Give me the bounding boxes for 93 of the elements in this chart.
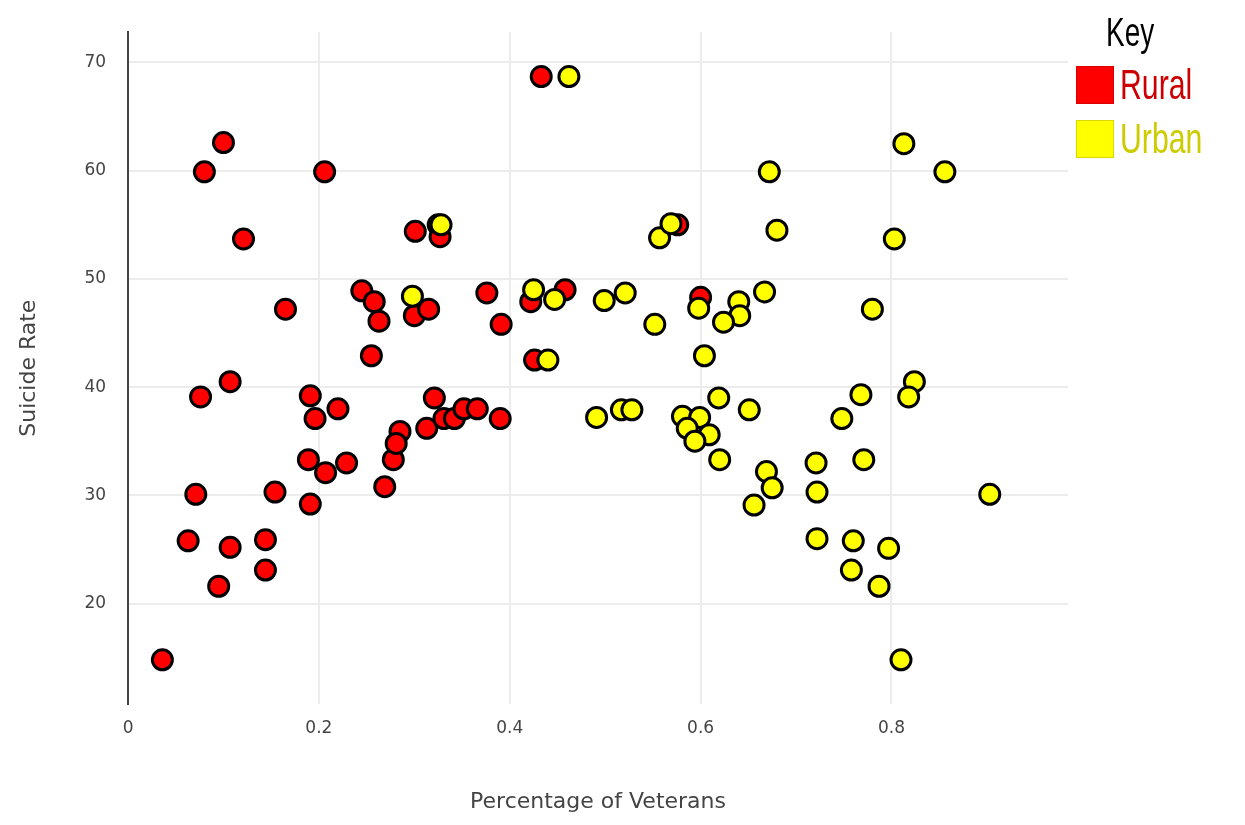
point (373, 475, 397, 499)
point (852, 448, 876, 472)
point (760, 476, 784, 500)
point (757, 160, 781, 184)
point (298, 384, 322, 408)
point (712, 310, 735, 334)
point (415, 416, 439, 440)
point (253, 528, 277, 552)
y-tick-label: 60 (84, 159, 107, 180)
y-tick-label: 40 (84, 375, 107, 396)
point (192, 160, 216, 184)
point (335, 451, 359, 475)
point (841, 529, 865, 553)
point (298, 492, 322, 516)
point (687, 296, 711, 320)
point (489, 312, 513, 336)
point (585, 405, 609, 429)
point (860, 297, 884, 321)
point (592, 289, 616, 313)
point (882, 227, 906, 251)
point (314, 461, 338, 485)
point (403, 219, 427, 243)
point (643, 312, 667, 336)
point (417, 297, 441, 321)
point (978, 482, 1002, 506)
point (805, 480, 829, 504)
point (648, 226, 672, 250)
point (400, 284, 424, 308)
point (218, 535, 242, 559)
point (296, 448, 320, 472)
point (867, 574, 891, 598)
point (830, 407, 854, 431)
point (877, 536, 901, 560)
point (839, 558, 863, 582)
point (708, 448, 732, 472)
point (362, 290, 386, 314)
point (176, 529, 200, 553)
y-tick-label: 30 (84, 483, 107, 504)
point (384, 431, 408, 455)
y-tick-label: 20 (84, 591, 107, 612)
point (465, 397, 489, 421)
point (889, 648, 913, 672)
point (557, 65, 581, 89)
legend-label: Urban (1120, 115, 1203, 163)
point (849, 383, 873, 407)
point (620, 398, 644, 422)
point (613, 281, 637, 305)
point (326, 397, 350, 421)
point (184, 482, 208, 506)
point (263, 480, 287, 504)
x-axis-title: Percentage of Veterans (470, 787, 726, 813)
point (359, 344, 383, 368)
point (367, 309, 391, 333)
point (692, 344, 716, 368)
point (189, 385, 213, 409)
x-tick-label: 0.6 (687, 716, 715, 737)
point (659, 212, 683, 236)
point (742, 493, 766, 517)
point (253, 558, 277, 582)
x-tick-label: 0.2 (305, 716, 333, 737)
point (805, 527, 829, 551)
point (488, 407, 512, 431)
point (150, 648, 174, 672)
y-axis-title: Suicide Rate (14, 299, 40, 437)
point (536, 348, 560, 372)
point (933, 160, 957, 184)
point (313, 160, 337, 184)
point (753, 280, 777, 304)
point (211, 131, 235, 155)
point (765, 218, 789, 242)
point (207, 574, 231, 598)
point (303, 407, 327, 431)
point (804, 451, 828, 475)
point (892, 132, 916, 156)
point (737, 398, 761, 422)
point (422, 386, 446, 410)
x-tick-label: 0.4 (496, 716, 524, 737)
y-tick-label: 70 (84, 50, 107, 71)
point (529, 65, 553, 89)
point (475, 281, 499, 305)
point (897, 385, 921, 409)
point (543, 287, 567, 311)
point (707, 386, 731, 410)
legend-label: Rural (1120, 61, 1193, 109)
x-tick-label: 0 (122, 716, 134, 737)
point (522, 278, 546, 302)
y-tick-label: 50 (84, 267, 107, 288)
legend-title: Key (1106, 10, 1156, 55)
x-tick-label: 0.8 (877, 716, 905, 737)
point (218, 370, 242, 394)
point (683, 429, 707, 453)
point (232, 227, 255, 251)
point (273, 297, 297, 321)
